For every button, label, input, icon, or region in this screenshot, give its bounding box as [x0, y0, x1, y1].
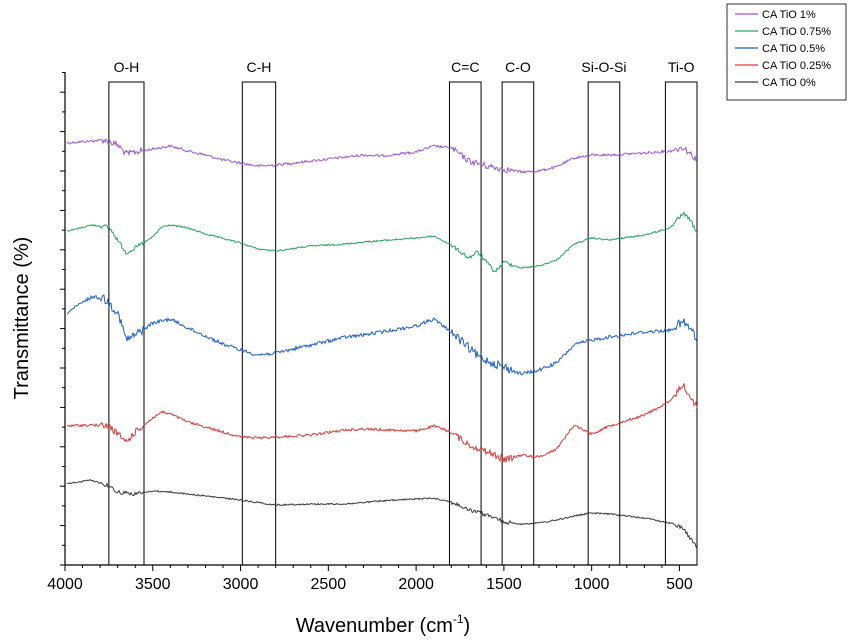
- x-tick-label-2000: 2000: [398, 576, 434, 593]
- legend-box: [726, 3, 847, 101]
- x-tick-label-1000: 1000: [574, 576, 610, 593]
- legend-entry-2: CA TiO 0.5%: [762, 43, 825, 55]
- band-label-o-h: O-H: [114, 59, 140, 75]
- legend-entry-1: CA TiO 0.75%: [762, 26, 831, 38]
- band-boxes: O-H C-H C=C C-O Si-O-Si Ti-O: [108, 59, 698, 566]
- x-tick-label-3000: 3000: [223, 576, 259, 593]
- legend-entry-3: CA TiO 0.25%: [762, 60, 831, 72]
- band-box-c=c: [448, 81, 482, 566]
- axes: [64, 72, 697, 566]
- band-label-ti-o: Ti-O: [668, 59, 695, 75]
- spectra-lines: [66, 137, 698, 549]
- band-label-c-o: C-O: [505, 59, 531, 75]
- y-axis-label: Transmittance (%): [11, 237, 33, 400]
- band-label-c-h: C-H: [247, 59, 272, 75]
- x-axis-label-superscript: -1: [453, 612, 464, 626]
- x-tick-label-1500: 1500: [486, 576, 522, 593]
- band-box-c-h: [241, 81, 277, 566]
- legend-entry-4: CA TiO 0%: [762, 77, 816, 89]
- band-label-si-o-si: Si-O-Si: [581, 59, 626, 75]
- legend-entry-0: CA TiO 1%: [762, 9, 816, 21]
- series-line-1: [66, 210, 698, 273]
- x-tick-label-4000: 4000: [47, 576, 83, 593]
- band-label-c=c: C=C: [451, 59, 479, 75]
- series-line-3: [66, 383, 698, 463]
- band-box-c-o: [501, 81, 535, 566]
- x-ticks: 4000 3500 3000 2500 2000 1500 1000 500: [47, 565, 693, 593]
- x-axis-label: Wavenumber (cm-1): [296, 612, 470, 637]
- x-tick-label-500: 500: [666, 576, 693, 593]
- legend: CA TiO 1% CA TiO 0.75% CA TiO 0.5% CA TiO 0…: [726, 3, 847, 101]
- x-tick-label-3500: 3500: [135, 576, 171, 593]
- x-tick-label-2500: 2500: [311, 576, 347, 593]
- y-ticks: [60, 72, 65, 566]
- band-box-ti-o: [664, 81, 698, 566]
- series-line-0: [66, 137, 698, 174]
- series-line-4: [66, 478, 698, 549]
- series-line-2: [66, 294, 698, 376]
